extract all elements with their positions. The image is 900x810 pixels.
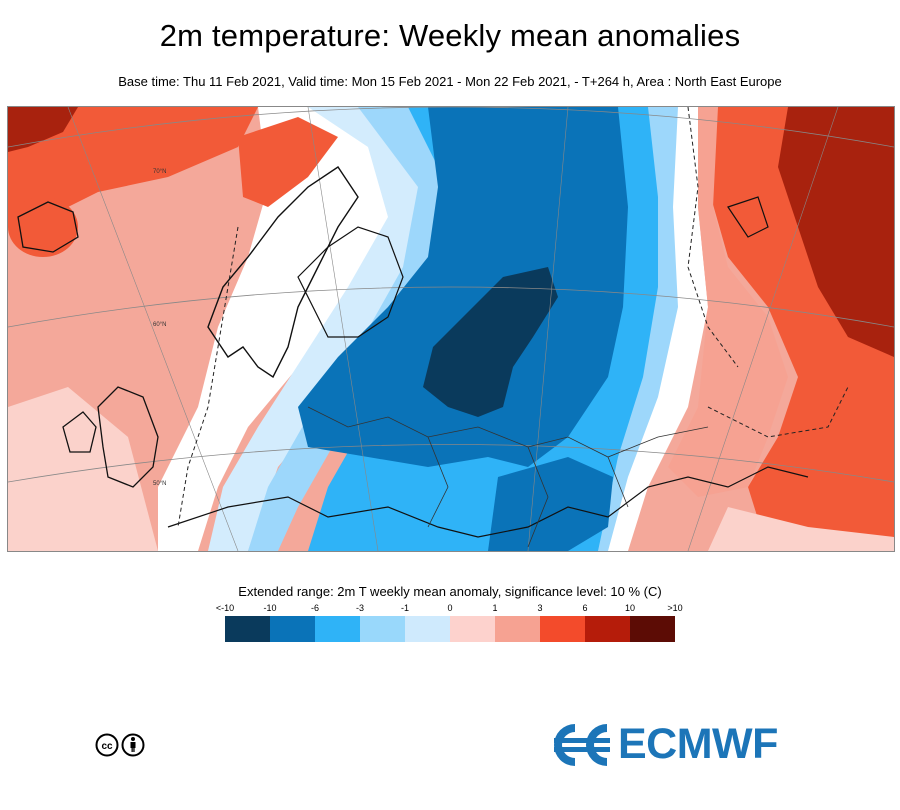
ecmwf-brand-text: ECMWF — [618, 720, 778, 768]
significance-contour — [687, 107, 739, 368]
country-border — [427, 436, 629, 548]
anomaly-zone-dark-red-east — [778, 107, 894, 357]
coastline-britain — [97, 386, 159, 488]
gridline-meridian — [67, 107, 239, 551]
gridline-50n — [8, 444, 894, 483]
coastline-ireland — [62, 411, 97, 453]
gridline-60n — [8, 286, 894, 328]
coastline-south — [167, 466, 809, 538]
legend-label: 3 — [537, 603, 543, 613]
svg-text:cc: cc — [101, 741, 113, 752]
legend-swatch — [495, 616, 540, 642]
anomaly-zone-red-nw — [8, 107, 258, 227]
legend-colorbar — [225, 616, 675, 642]
legend-swatch — [315, 616, 360, 642]
anomaly-zone-salmon-east — [668, 107, 788, 497]
gridline-70n — [8, 107, 894, 148]
map-canvas: 70°N 60°N 50°N — [8, 107, 894, 551]
coastline-finland — [297, 226, 404, 338]
significance-contour — [177, 226, 239, 528]
cc-by-icon: cc — [95, 733, 145, 757]
legend-swatch — [405, 616, 450, 642]
legend-label: 1 — [492, 603, 498, 613]
coastline-iceland — [17, 201, 79, 253]
anomaly-zone-pale-sw — [8, 387, 158, 551]
anomaly-zone-light-blue-1 — [208, 107, 438, 551]
coastline-east-lake — [727, 196, 769, 238]
page-title: 2m temperature: Weekly mean anomalies — [159, 18, 741, 53]
significance-contour — [707, 386, 849, 438]
latitude-label-70n: 70°N — [153, 169, 166, 175]
legend-label: -10 — [263, 603, 277, 613]
gridline-meridian — [527, 107, 569, 551]
gridline-meridian — [307, 107, 379, 551]
legend-labels: <-10 -10 -6 -3 -1 0 1 3 6 10 >10 — [203, 603, 698, 615]
anomaly-zone-dark-red-nw — [8, 107, 78, 152]
anomaly-map[interactable]: 70°N 60°N 50°N — [7, 106, 895, 552]
legend-label: 10 — [624, 603, 636, 613]
legend-label: -6 — [310, 603, 320, 613]
legend-label: -3 — [355, 603, 365, 613]
legend-swatch — [450, 616, 495, 642]
latitude-label-60n: 60°N — [153, 322, 166, 328]
ecmwf-logo-icon — [554, 724, 610, 766]
legend-label: >10 — [667, 603, 683, 613]
legend-swatch — [270, 616, 315, 642]
latitude-label-50n: 50°N — [153, 481, 166, 487]
country-border — [307, 406, 709, 458]
legend-label: <-10 — [215, 603, 235, 613]
legend-swatch — [585, 616, 630, 642]
legend-label: 0 — [447, 603, 453, 613]
page-subtitle: Base time: Thu 11 Feb 2021, Valid time: … — [118, 74, 782, 89]
anomaly-zone-pale-se — [708, 507, 894, 551]
anomaly-zone-iceland — [8, 197, 78, 257]
legend-swatch — [540, 616, 585, 642]
legend-title: Extended range: 2m T weekly mean anomaly… — [238, 584, 662, 599]
anomaly-zone-darkest-core — [423, 267, 558, 417]
legend-swatch — [360, 616, 405, 642]
anomaly-zone-light-blue-2 — [248, 107, 453, 551]
legend-label: 6 — [582, 603, 588, 613]
gridline-meridian — [687, 107, 839, 551]
legend-swatch — [630, 616, 675, 642]
anomaly-zone-dark-blue-south — [488, 457, 613, 551]
legend-label: -1 — [400, 603, 410, 613]
legend-swatch — [225, 616, 270, 642]
